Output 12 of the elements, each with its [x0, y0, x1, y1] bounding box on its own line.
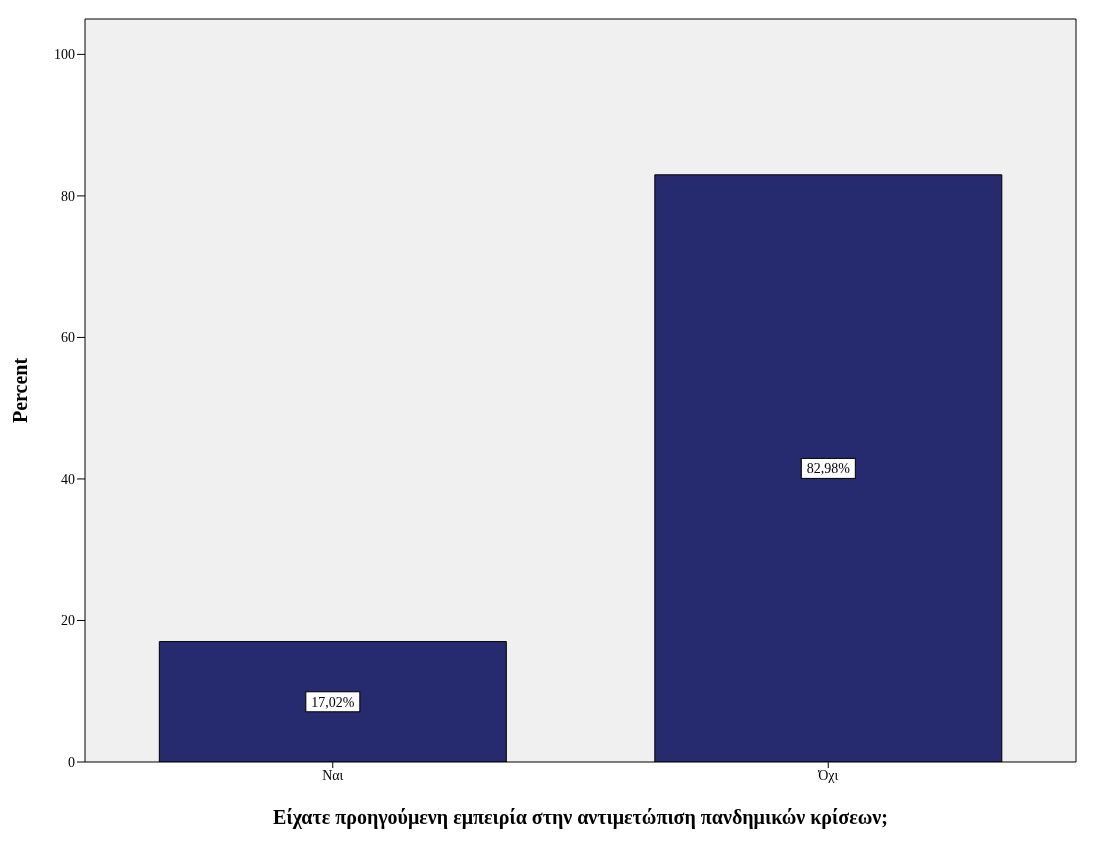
y-tick-label: 40: [61, 471, 75, 487]
x-tick-label: Ναι: [322, 767, 344, 783]
y-axis-title: Percent: [9, 357, 32, 424]
x-tick-label: Όχι: [817, 767, 839, 783]
y-tick-label: 60: [61, 330, 75, 346]
x-axis-title: Είχατε προηγούμενη εμπειρία στην αντιμετώπιση πανδημικών κρίσεων;: [273, 806, 888, 829]
y-tick-label: 100: [54, 47, 75, 63]
y-tick-label: 0: [68, 754, 75, 770]
data-label: 82,98%: [806, 461, 851, 477]
y-tick-label: 20: [61, 613, 75, 629]
data-label: 17,02%: [311, 694, 355, 710]
y-tick-label: 80: [61, 188, 75, 204]
